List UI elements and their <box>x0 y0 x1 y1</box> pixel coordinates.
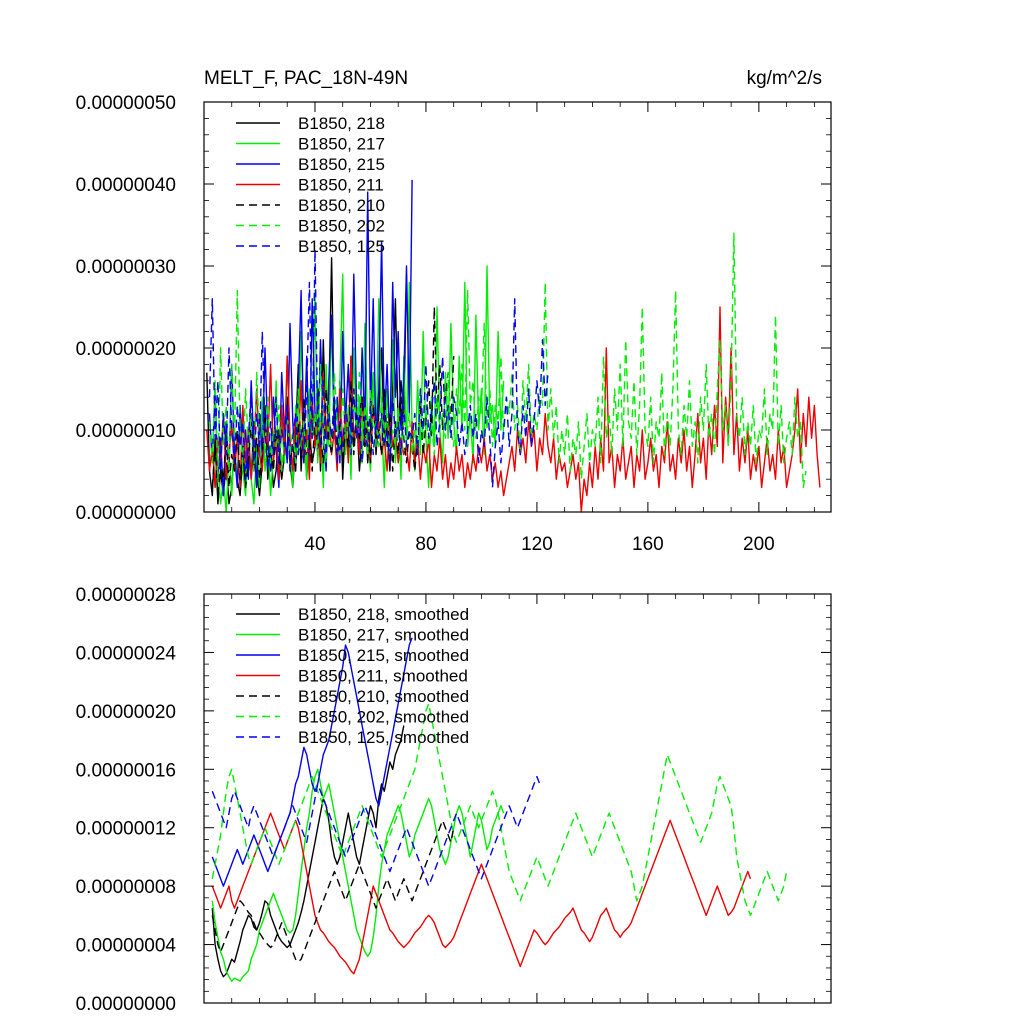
top-panel-units: kg/m^2/s <box>747 68 822 89</box>
top-plot-frame <box>203 101 832 513</box>
bottom-series-line-b1850-211-smoothed <box>211 812 752 975</box>
bottom-legend-label-b1850-211-smoothed: B1850, 211, smoothed <box>298 667 468 686</box>
top-ytick-label: 0.00000030 <box>76 257 176 278</box>
bottom-series-line-b1850-215-smoothed <box>211 637 413 887</box>
top-series-line-b1850-125 <box>208 248 549 489</box>
bottom-series-line-b1850-125-smoothed <box>211 775 541 887</box>
top-ytick-label: 0.00000050 <box>76 93 176 114</box>
top-series-line-b1850-211 <box>206 306 821 513</box>
bottom-legend-label-b1850-215-smoothed: B1850, 215, smoothed <box>298 646 469 665</box>
bottom-ytick-label: 0.00000004 <box>76 936 177 957</box>
bottom-series-line-b1850-202-smoothed <box>211 702 788 917</box>
top-legend-label-b1850-125: B1850, 125 <box>298 237 385 256</box>
bottom-ytick-label: 0.00000012 <box>76 819 176 840</box>
bottom-series-line-b1850-210-smoothed <box>211 819 455 963</box>
top-xtick-label: 160 <box>632 534 664 555</box>
top-xtick-label: 120 <box>521 534 553 555</box>
top-axes: 0.00000000 0.00000010 0.00000020 0.00000030… <box>76 93 832 555</box>
bottom-panel: 0.00000000 0.00000004 0.00000008 0.00000012… <box>76 585 832 1015</box>
bottom-ytick-label: 0.00000024 <box>76 643 177 664</box>
bottom-ytick-label: 0.00000028 <box>76 585 176 606</box>
top-xtick-label: 80 <box>415 534 436 555</box>
top-panel-title: MELT_F, PAC_18N-49N <box>204 68 408 89</box>
top-xtick-label: 200 <box>743 534 775 555</box>
bottom-legend-label-b1850-125-smoothed: B1850, 125, smoothed <box>298 728 469 747</box>
bottom-legend-label-b1850-210-smoothed: B1850, 210, smoothed <box>298 687 469 706</box>
bottom-ytick-label: 0.00000016 <box>76 760 176 781</box>
top-ytick-label: 0.00000020 <box>76 339 176 360</box>
bottom-ytick-label: 0.00000000 <box>76 994 176 1015</box>
top-legend-label-b1850-215: B1850, 215 <box>298 155 385 174</box>
top-legend-label-b1850-211: B1850, 211 <box>298 176 384 195</box>
top-legend-label-b1850-202: B1850, 202 <box>298 217 385 236</box>
top-ytick-label: 0.00000000 <box>76 503 176 524</box>
bottom-ytick-label: 0.00000008 <box>76 877 176 898</box>
bottom-legend-label-b1850-217-smoothed: B1850, 217, smoothed <box>298 626 469 645</box>
bottom-plot-frame <box>203 593 832 1004</box>
bottom-axes: 0.00000000 0.00000004 0.00000008 0.00000012… <box>76 585 832 1015</box>
top-legend-label-b1850-217: B1850, 217 <box>298 135 385 154</box>
top-ytick-label: 0.00000010 <box>76 421 176 442</box>
bottom-series-line-b1850-217-smoothed <box>211 768 505 982</box>
top-panel: MELT_F, PAC_18N-49N kg/m^2/s 0.000000000… <box>76 68 832 555</box>
top-series-lines <box>206 179 821 513</box>
top-ytick-label: 0.00000040 <box>76 175 176 196</box>
bottom-legend-label-b1850-202-smoothed: B1850, 202, smoothed <box>298 708 469 727</box>
bottom-series-lines <box>211 637 788 982</box>
top-xtick-label: 40 <box>304 534 325 555</box>
top-legend-label-b1850-210: B1850, 210 <box>298 196 385 215</box>
bottom-legend-label-b1850-218-smoothed: B1850, 218, smoothed <box>298 605 469 624</box>
top-legend-label-b1850-218: B1850, 218 <box>298 114 385 133</box>
bottom-ytick-label: 0.00000020 <box>76 702 176 723</box>
bottom-legend: B1850, 218, smoothed B1850, 217, smoothed… <box>236 605 469 747</box>
